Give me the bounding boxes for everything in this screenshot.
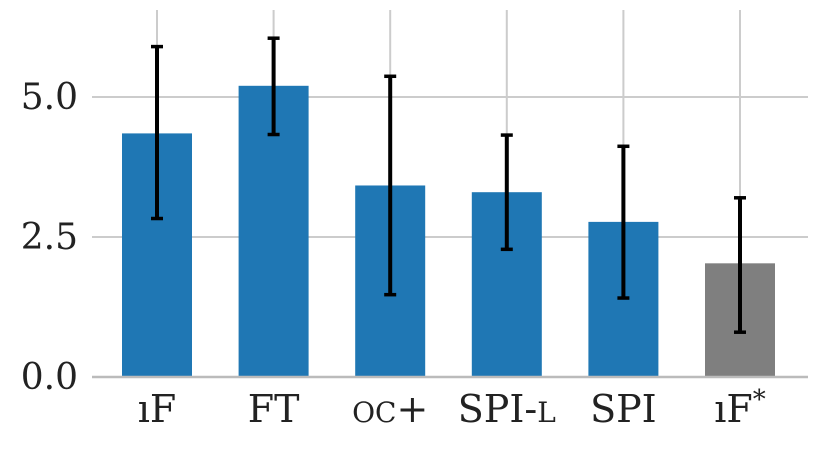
x-tick-label: ıF* (714, 385, 766, 431)
error-bar-2 (384, 74, 397, 297)
x-tick-label: ıF (138, 387, 177, 431)
y-tick-label: 0.0 (21, 357, 78, 398)
x-tick-labels: ıF FT OC+ SPI-L SPI ıF* (138, 385, 766, 431)
x-tick-label: OC+ (352, 387, 428, 431)
y-tick-label: 2.5 (21, 217, 78, 258)
error-bar-3 (500, 133, 513, 252)
grid-lines (92, 10, 808, 377)
error-bar-4 (617, 144, 630, 300)
x-tick-label: FT (248, 387, 300, 431)
y-tick-labels: 0.0 2.5 5.0 (21, 77, 78, 398)
bars-group (122, 85, 775, 378)
x-tick-label: SPI (590, 387, 657, 431)
error-bar-1 (267, 36, 280, 137)
error-bars-group (151, 36, 746, 334)
error-bar-5 (734, 196, 746, 334)
x-tick-label: SPI-L (458, 387, 556, 431)
error-bar-0 (151, 44, 163, 221)
y-tick-label: 5.0 (21, 77, 78, 118)
